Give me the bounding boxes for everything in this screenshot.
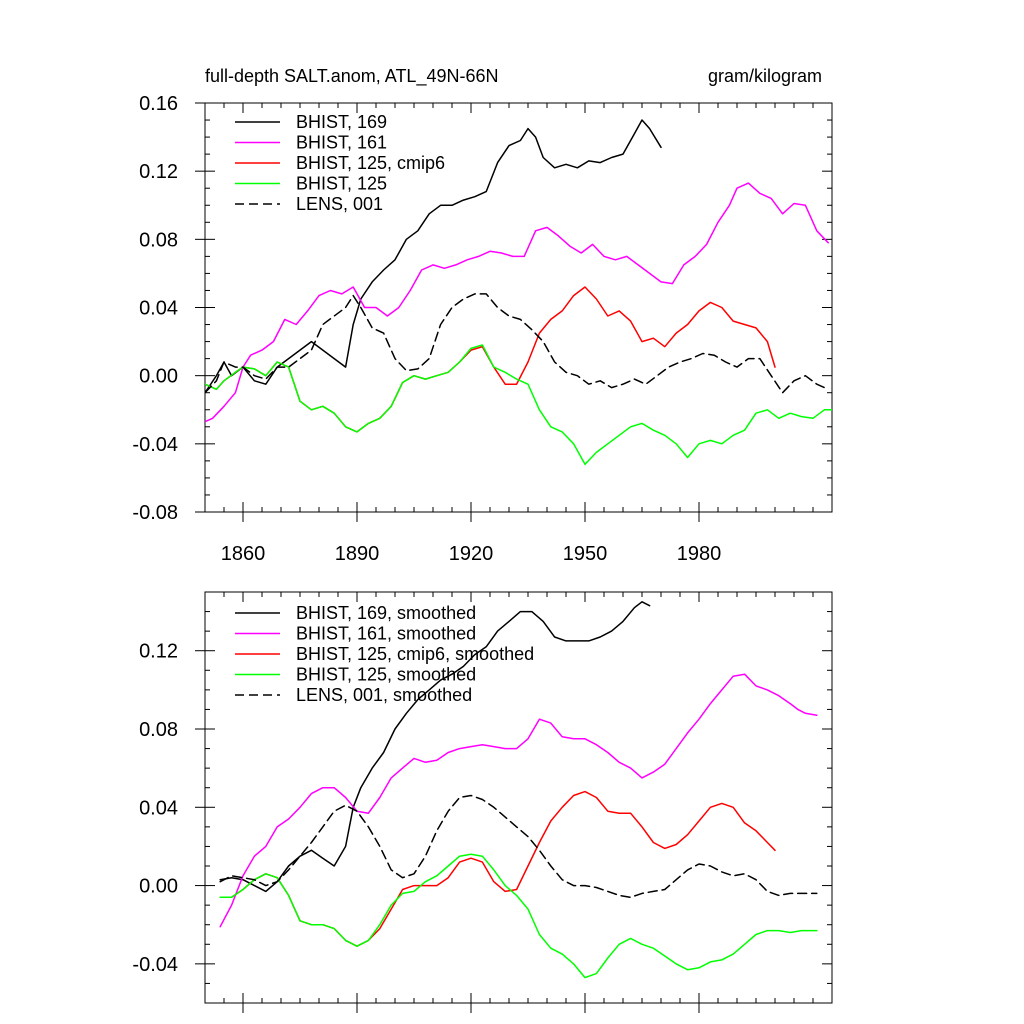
series-line-1 xyxy=(219,601,651,893)
series-group xyxy=(205,119,832,466)
legend-label: LENS, 001 xyxy=(296,194,383,214)
top-panel: 1860 1890 1920 1950 1980 -0.08 -0.04 0.00 0.04 0.… xyxy=(132,66,833,565)
y-tick-label: 0.12 xyxy=(139,161,178,183)
y-tick-label: 0.04 xyxy=(139,797,178,819)
series-line-2 xyxy=(205,182,829,423)
legend-label: BHIST, 125, cmip6, smoothed xyxy=(296,644,534,664)
series-line-2 xyxy=(219,673,818,928)
legend-label: BHIST, 169 xyxy=(296,112,387,132)
legend-label: BHIST, 169, smoothed xyxy=(296,603,476,623)
y-tick-label: -0.04 xyxy=(132,434,178,456)
bottom-panel: -0.04 0.00 0.04 0.08 0.12 BHIST, 169, smoothe… xyxy=(132,591,833,1013)
y-tick-label: -0.08 xyxy=(132,502,178,524)
y-tick-label: 0.16 xyxy=(139,93,178,115)
series-line-5 xyxy=(219,794,818,899)
series-group xyxy=(219,601,818,979)
y-tick-label: -0.04 xyxy=(132,954,178,976)
y-tick-label: 0.12 xyxy=(139,641,178,663)
legend-label: BHIST, 125, smoothed xyxy=(296,665,476,685)
y-tick-label: 0.00 xyxy=(139,366,178,388)
chart-title: full-depth SALT.anom, ATL_49N-66N xyxy=(205,66,499,87)
series-line-4 xyxy=(205,344,832,466)
legend-label: BHIST, 125 xyxy=(296,174,387,194)
plot-frame xyxy=(204,591,833,1004)
legend-label: BHIST, 125, cmip6 xyxy=(296,153,445,173)
x-tick-label: 1980 xyxy=(677,543,722,565)
legend-label: BHIST, 161 xyxy=(296,133,387,153)
y-tick-label: 0.04 xyxy=(139,298,178,320)
y-tick-label: 0.00 xyxy=(139,876,178,898)
x-tick-label: 1950 xyxy=(563,543,608,565)
x-tick-label: 1890 xyxy=(335,543,380,565)
series-line-4 xyxy=(219,853,818,979)
series-line-1 xyxy=(205,119,662,394)
y-tick-label: 0.08 xyxy=(139,719,178,741)
series-line-3 xyxy=(219,790,776,947)
y-tick-label: 0.08 xyxy=(139,229,178,251)
series-line-5 xyxy=(205,293,829,394)
units-label: gram/kilogram xyxy=(708,66,822,86)
x-tick-label: 1920 xyxy=(449,543,494,565)
legend-label: LENS, 001, smoothed xyxy=(296,685,472,705)
x-tick-label: 1860 xyxy=(221,543,266,565)
legend-label: BHIST, 161, smoothed xyxy=(296,624,476,644)
